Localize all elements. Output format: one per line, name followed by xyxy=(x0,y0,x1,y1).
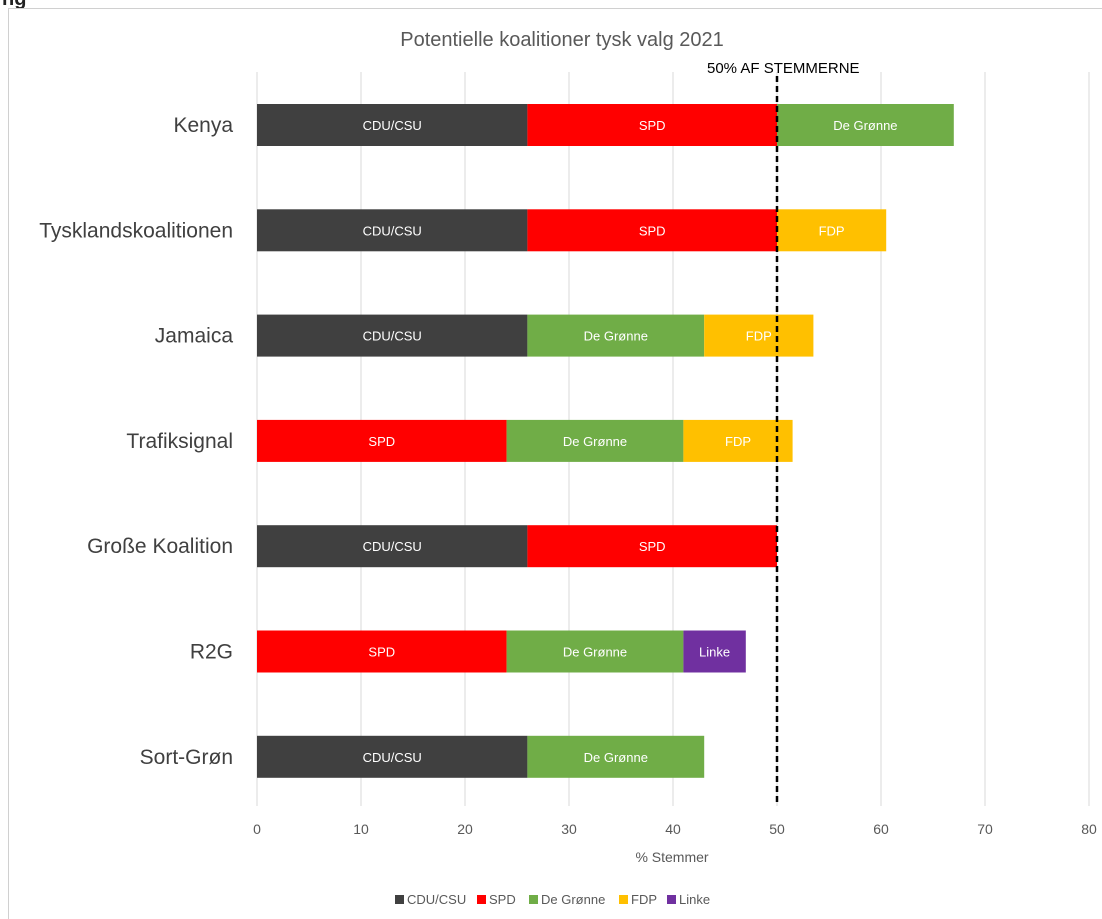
bar-segment-label: CDU/CSU xyxy=(363,118,422,133)
bar-segment xyxy=(527,525,777,568)
bar-segment xyxy=(527,209,777,252)
bar-segment xyxy=(527,314,705,357)
category-label: R2G xyxy=(190,641,233,664)
bar-segment xyxy=(506,630,684,673)
bar-segment xyxy=(704,314,814,357)
bar-segment xyxy=(257,735,528,778)
x-tick-label: 50 xyxy=(769,821,785,837)
bar-segment xyxy=(257,209,528,252)
x-tick-label: 20 xyxy=(457,821,473,837)
legend-swatch xyxy=(477,895,486,904)
bars-group: CDU/CSU SPD De Grønne CDU/CSU SPD FDP CDU/CSU D… xyxy=(257,104,954,778)
bar-segment xyxy=(257,314,528,357)
category-labels: Kenya Tysklandskoalitionen Jamaica Trafiksi… xyxy=(39,114,233,769)
bar-segment xyxy=(527,735,705,778)
legend-label: CDU/CSU xyxy=(407,892,466,907)
x-tick-label: 80 xyxy=(1081,821,1097,837)
bar-segment xyxy=(527,104,777,146)
x-tick-labels: 0 10 20 30 40 50 60 70 80 xyxy=(253,821,1097,837)
chart-frame xyxy=(8,8,1102,919)
category-label: Kenya xyxy=(173,114,233,137)
legend-swatch xyxy=(667,895,676,904)
bar-segment-label: CDU/CSU xyxy=(363,223,422,238)
x-tick-label: 30 xyxy=(561,821,577,837)
category-label: Große Koalition xyxy=(87,535,233,558)
legend-label: SPD xyxy=(489,892,516,907)
bar-segment xyxy=(257,419,507,462)
bar-segment-label: De Grønne xyxy=(584,329,648,344)
legend-label: FDP xyxy=(631,892,657,907)
chart-title: Potentielle koalitioner tysk valg 2021 xyxy=(400,29,724,51)
bar-segment-label: CDU/CSU xyxy=(363,750,422,765)
x-tick-label: 40 xyxy=(665,821,681,837)
bar-segment xyxy=(257,630,507,673)
bar-segment-label: SPD xyxy=(368,645,395,660)
category-label: Sort-Grøn xyxy=(140,746,233,769)
category-label: Tysklandskoalitionen xyxy=(39,219,233,242)
bar-segment xyxy=(683,419,793,462)
bar-segment-label: SPD xyxy=(639,223,666,238)
bar-segment-label: SPD xyxy=(639,118,666,133)
bar-segment-label: FDP xyxy=(746,329,772,344)
legend-label: Linke xyxy=(679,892,710,907)
fifty-percent-label: 50% AF STEMMERNE xyxy=(707,60,860,77)
x-tick-label: 10 xyxy=(353,821,369,837)
bar-segment-label: De Grønne xyxy=(563,434,627,449)
legend-swatch xyxy=(619,895,628,904)
bar-segment xyxy=(777,104,954,146)
bar-segment-label: Linke xyxy=(699,645,730,660)
x-tick-label: 0 xyxy=(253,821,261,837)
page-cut-heading: ng xyxy=(2,0,26,11)
category-label: Jamaica xyxy=(155,325,234,348)
bar-segment-label: De Grønne xyxy=(833,118,897,133)
bar-segment xyxy=(506,419,684,462)
bar-segment-label: SPD xyxy=(639,539,666,554)
legend-label: De Grønne xyxy=(541,892,605,907)
bar-segment xyxy=(257,525,528,568)
bar-segment xyxy=(257,104,528,146)
bar-segment xyxy=(683,630,746,673)
bar-segment-label: SPD xyxy=(368,434,395,449)
legend-swatch xyxy=(529,895,538,904)
bar-segment-label: CDU/CSU xyxy=(363,329,422,344)
bar-segment-label: De Grønne xyxy=(584,750,648,765)
category-label: Trafiksignal xyxy=(126,430,233,453)
bar-segment-label: FDP xyxy=(725,434,751,449)
x-axis-label: % Stemmer xyxy=(635,849,708,865)
bar-segment xyxy=(777,209,887,252)
x-tick-label: 60 xyxy=(873,821,889,837)
x-tick-label: 70 xyxy=(977,821,993,837)
bar-segment-label: FDP xyxy=(819,223,845,238)
bar-segment-label: De Grønne xyxy=(563,645,627,660)
legend-swatch xyxy=(395,895,404,904)
bar-segment-label: CDU/CSU xyxy=(363,539,422,554)
legend: CDU/CSU SPD De Grønne FDP Linke xyxy=(395,892,710,907)
